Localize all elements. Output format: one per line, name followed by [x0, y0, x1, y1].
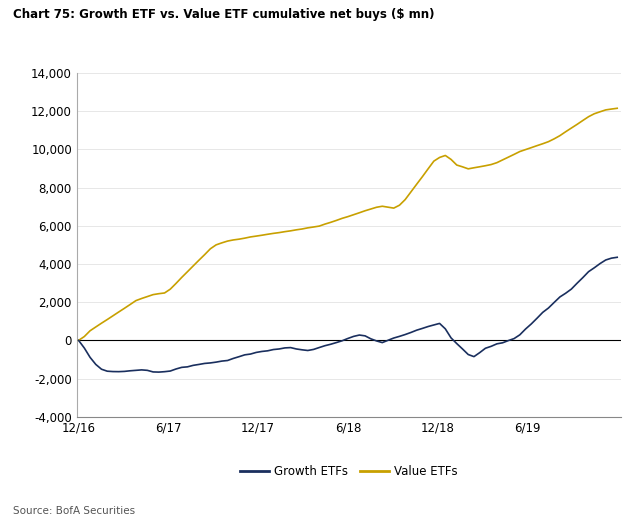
Text: Source: BofA Securities: Source: BofA Securities [13, 506, 135, 516]
Text: Chart 75: Growth ETF vs. Value ETF cumulative net buys ($ mn): Chart 75: Growth ETF vs. Value ETF cumul… [13, 8, 435, 21]
Legend: Growth ETFs, Value ETFs: Growth ETFs, Value ETFs [235, 461, 463, 483]
